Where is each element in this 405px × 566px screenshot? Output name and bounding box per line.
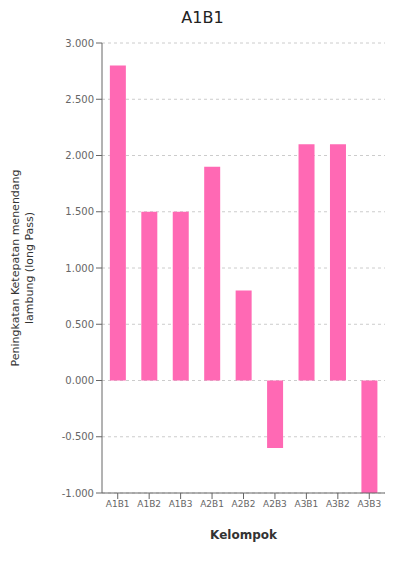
svg-text:A3B3: A3B3 xyxy=(357,499,381,509)
svg-text:A3B2: A3B2 xyxy=(326,499,350,509)
svg-text:A2B1: A2B1 xyxy=(200,499,224,509)
svg-text:3.000: 3.000 xyxy=(65,38,94,49)
svg-text:A2B2: A2B2 xyxy=(232,499,256,509)
svg-text:Peningkatan Ketepatan menendan: Peningkatan Ketepatan menendanglambung (… xyxy=(9,169,36,366)
svg-text:-0.500: -0.500 xyxy=(62,431,94,442)
svg-text:A2B3: A2B3 xyxy=(263,499,287,509)
svg-text:0.000: 0.000 xyxy=(65,375,94,386)
svg-text:0.500: 0.500 xyxy=(65,319,94,330)
svg-text:A1B2: A1B2 xyxy=(137,499,161,509)
svg-text:Kelompok: Kelompok xyxy=(210,528,278,542)
svg-text:2.500: 2.500 xyxy=(65,94,94,105)
svg-text:-1.000: -1.000 xyxy=(62,488,94,499)
svg-text:1.500: 1.500 xyxy=(65,206,94,217)
svg-text:A1B3: A1B3 xyxy=(169,499,193,509)
html-text:A1B1: A1B1 xyxy=(181,8,224,27)
svg-text:2.000: 2.000 xyxy=(65,150,94,161)
svg-text:A1B1: A1B1 xyxy=(106,499,130,509)
svg-text:1.000: 1.000 xyxy=(65,263,94,274)
svg-text:A3B1: A3B1 xyxy=(294,499,318,509)
